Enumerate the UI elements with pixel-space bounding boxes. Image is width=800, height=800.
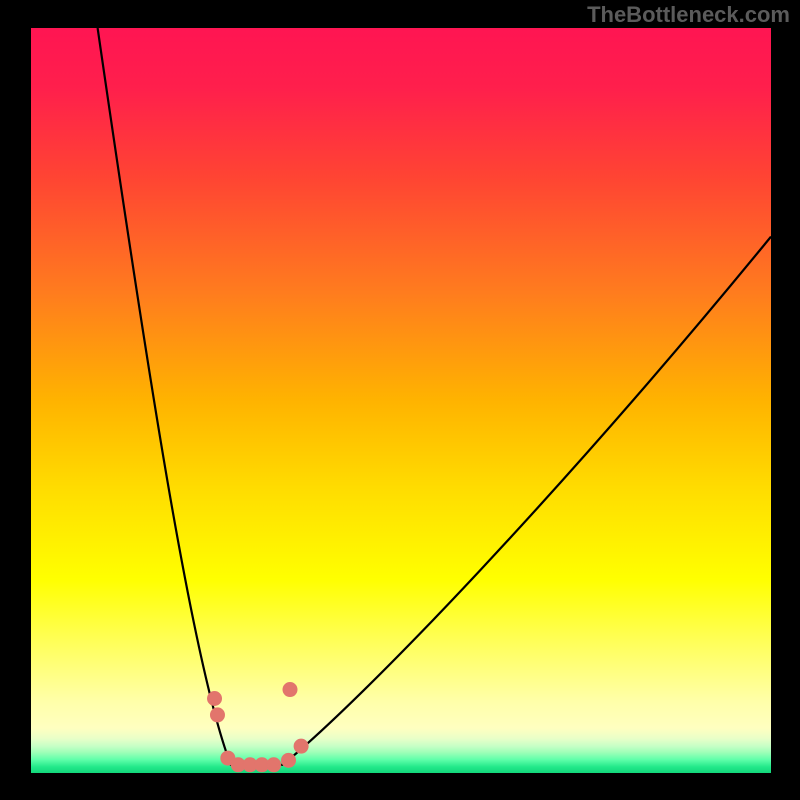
data-marker xyxy=(282,753,296,767)
data-marker xyxy=(267,758,281,772)
data-marker xyxy=(294,739,308,753)
watermark-text: TheBottleneck.com xyxy=(587,2,790,28)
outer-frame: TheBottleneck.com xyxy=(0,0,800,800)
gradient-background xyxy=(31,28,771,773)
chart-svg xyxy=(31,28,771,773)
plot-area xyxy=(31,28,771,773)
data-marker xyxy=(210,708,224,722)
data-marker xyxy=(208,692,222,706)
data-marker xyxy=(283,683,297,697)
